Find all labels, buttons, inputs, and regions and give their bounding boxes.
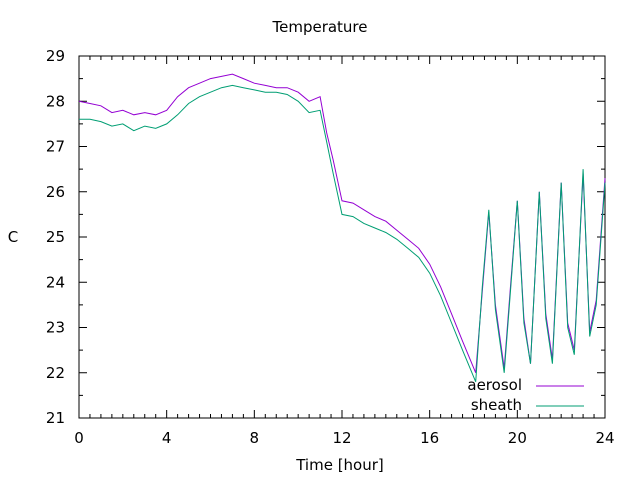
y-tick-label: 24	[46, 273, 65, 291]
series-line-sheath	[79, 84, 606, 382]
x-tick-label: 24	[595, 429, 614, 447]
legend-label-sheath: sheath	[470, 396, 522, 414]
y-tick-label: 29	[46, 47, 65, 65]
x-axis-label: Time [hour]	[296, 456, 384, 474]
y-tick-label: 23	[46, 319, 65, 337]
y-tick-label: 28	[46, 92, 65, 110]
chart-title: Temperature	[272, 18, 368, 36]
series-line-aerosol	[78, 73, 606, 373]
y-tick-label: 25	[46, 228, 65, 246]
y-tick-label: 21	[46, 409, 65, 427]
legend-label-aerosol: aerosol	[467, 376, 522, 394]
x-tick-label: 0	[74, 429, 84, 447]
y-tick-label: 27	[46, 138, 65, 156]
x-tick-label: 4	[162, 429, 172, 447]
y-tick-label: 26	[46, 183, 65, 201]
x-tick-label: 16	[420, 429, 439, 447]
plot-frame	[78, 55, 606, 419]
x-tick-label: 12	[332, 429, 351, 447]
y-axis-label: C	[7, 228, 19, 246]
x-tick-label: 8	[250, 429, 260, 447]
y-tick-label: 22	[46, 364, 65, 382]
x-tick-label: 20	[508, 429, 527, 447]
